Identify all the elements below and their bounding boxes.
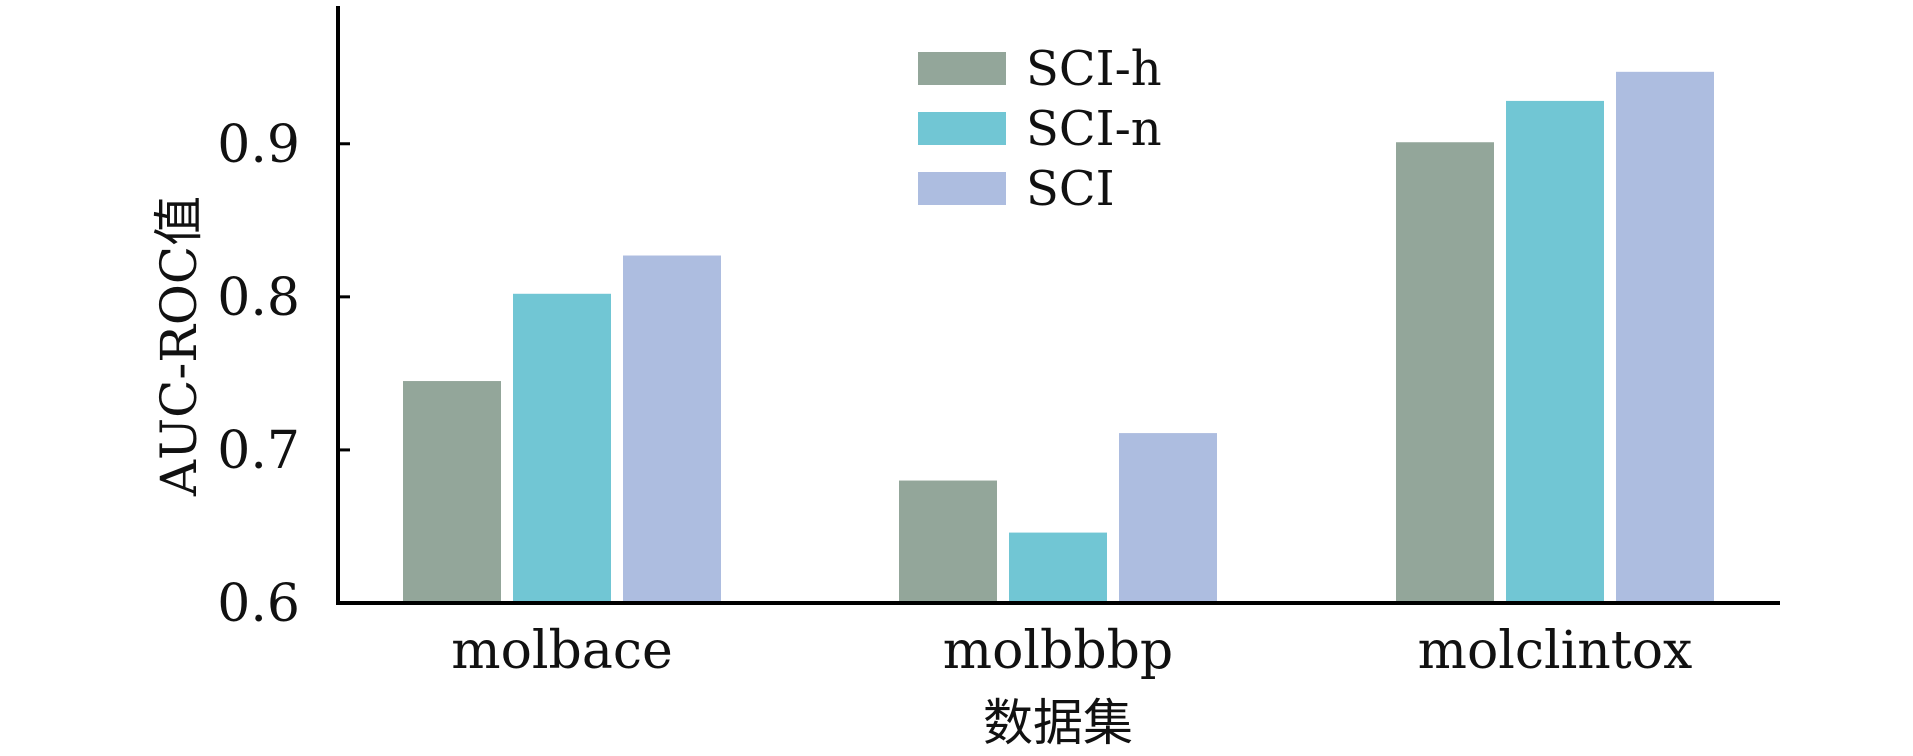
- bar-sci-h-molbbbp: [899, 480, 997, 603]
- bars-layer: [403, 71, 1714, 604]
- legend-label-sci-n: SCI-n: [1026, 101, 1162, 157]
- y-tick-label: 0.6: [217, 574, 300, 634]
- bar-sci-h-molbace: [403, 381, 501, 603]
- bar-sci-h-molclintox: [1396, 142, 1494, 603]
- x-category-labels: molbace molbbbp molclintox: [451, 621, 1692, 681]
- y-tick-label: 0.8: [217, 268, 300, 328]
- y-ticks: 0.6 0.7 0.8 0.9: [217, 115, 350, 634]
- y-axis-title: AUC-ROC值: [150, 196, 208, 497]
- bar-sci-n-molbbbp: [1009, 532, 1107, 603]
- legend-swatch-sci-n: [918, 112, 1006, 145]
- x-category-label: molclintox: [1418, 621, 1693, 681]
- x-category-label: molbace: [451, 621, 672, 681]
- y-tick-label: 0.9: [217, 115, 300, 175]
- bar-sci-n-molclintox: [1506, 100, 1604, 604]
- bar-sci-molclintox: [1616, 71, 1714, 604]
- bar-sci-n-molbace: [513, 293, 611, 603]
- legend-swatch-sci-h: [918, 52, 1006, 85]
- axes-layer: [336, 6, 1780, 605]
- bar-sci-molbace: [623, 255, 721, 603]
- bar-sci-molbbbp: [1119, 433, 1217, 603]
- legend-swatch-sci: [918, 172, 1006, 205]
- x-axis-title: 数据集: [983, 694, 1133, 752]
- legend-label-sci-h: SCI-h: [1026, 41, 1162, 97]
- x-category-label: molbbbp: [943, 621, 1173, 681]
- y-tick-label: 0.7: [217, 421, 300, 481]
- legend-label-sci: SCI: [1026, 161, 1115, 217]
